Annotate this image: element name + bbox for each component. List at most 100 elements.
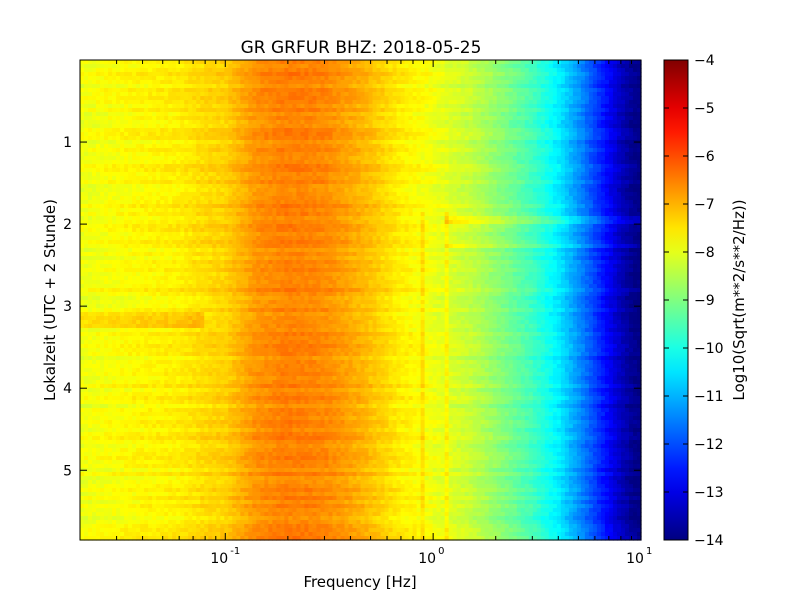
heatmap-cell <box>604 76 610 81</box>
heatmap-cell <box>628 72 634 77</box>
heatmap-cell <box>220 108 225 113</box>
heatmap-cell <box>140 76 145 81</box>
heatmap-cell <box>112 200 117 205</box>
heatmap-cell <box>248 92 253 97</box>
heatmap-cell <box>344 92 350 97</box>
heatmap-cell <box>104 188 109 193</box>
heatmap-cell <box>428 60 434 65</box>
heatmap-cell <box>268 72 273 77</box>
heatmap-cell <box>184 100 189 105</box>
heatmap-cell <box>396 180 402 185</box>
heatmap-cell <box>376 176 382 181</box>
heatmap-cell <box>116 152 121 157</box>
heatmap-cell <box>280 140 285 145</box>
heatmap-cell <box>452 164 458 169</box>
heatmap-cell <box>392 152 398 157</box>
heatmap-cell <box>568 184 574 189</box>
heatmap-cell <box>244 100 249 105</box>
heatmap-cell <box>328 148 334 153</box>
heatmap-cell <box>592 172 598 177</box>
heatmap-cell <box>460 84 466 89</box>
heatmap-cell <box>184 96 189 101</box>
heatmap-cell <box>176 156 181 161</box>
heatmap-cell <box>568 108 574 113</box>
heatmap-cell <box>484 96 490 101</box>
heatmap-cell <box>256 120 261 125</box>
heatmap-cell <box>276 120 281 125</box>
heatmap-cell <box>592 92 598 97</box>
heatmap-cell <box>628 136 634 141</box>
heatmap-cell <box>488 76 494 81</box>
heatmap-cell <box>428 128 434 133</box>
heatmap-cell <box>636 108 642 113</box>
heatmap-cell <box>316 128 322 133</box>
heatmap-cell <box>400 68 406 73</box>
heatmap-cell <box>80 192 85 197</box>
heatmap-cell <box>276 148 281 153</box>
heatmap-cell <box>540 136 546 141</box>
heatmap-cell <box>364 84 370 89</box>
heatmap-cell <box>320 72 326 77</box>
heatmap-cell <box>548 152 554 157</box>
heatmap-cell <box>624 128 630 133</box>
heatmap-cell <box>212 200 217 205</box>
heatmap-cell <box>372 60 378 65</box>
heatmap-cell <box>144 128 149 133</box>
heatmap-cell <box>568 120 574 125</box>
heatmap-cell <box>212 188 217 193</box>
heatmap-cell <box>220 200 225 205</box>
heatmap-cell <box>480 192 486 197</box>
heatmap-cell <box>572 180 578 185</box>
heatmap-cell <box>324 120 330 125</box>
heatmap-cell <box>160 112 165 117</box>
heatmap-cell <box>88 72 93 77</box>
heatmap-cell <box>224 72 229 77</box>
heatmap-cell <box>108 168 113 173</box>
heatmap-cell <box>176 136 181 141</box>
heatmap-cell <box>336 112 342 117</box>
heatmap-cell <box>360 196 366 201</box>
heatmap-cell <box>328 144 334 149</box>
heatmap-cell <box>472 164 478 169</box>
heatmap-cell <box>468 136 474 141</box>
heatmap-cell <box>256 152 261 157</box>
heatmap-cell <box>128 116 133 121</box>
heatmap-cell <box>244 132 249 137</box>
heatmap-cell <box>368 200 374 205</box>
heatmap-cell <box>636 128 642 133</box>
heatmap-cell <box>84 104 89 109</box>
heatmap-cell <box>580 68 586 73</box>
heatmap-cell <box>344 136 350 141</box>
heatmap-cell <box>216 76 221 81</box>
heatmap-cell <box>572 84 578 89</box>
heatmap-cell <box>308 136 314 141</box>
heatmap-cell <box>492 148 498 153</box>
heatmap-cell <box>208 68 213 73</box>
heatmap-cell <box>456 68 462 73</box>
heatmap-cell <box>288 64 293 69</box>
heatmap-cell <box>464 168 470 173</box>
heatmap-cell <box>288 124 293 129</box>
heatmap-cell <box>460 132 466 137</box>
heatmap-cell <box>320 116 326 121</box>
heatmap-cell <box>200 180 205 185</box>
heatmap-cell <box>96 120 101 125</box>
heatmap-cell <box>492 192 498 197</box>
heatmap-cell <box>296 144 301 149</box>
heatmap-cell <box>104 144 109 149</box>
heatmap-cell <box>192 136 197 141</box>
heatmap-cell <box>284 144 289 149</box>
heatmap-cell <box>100 172 105 177</box>
heatmap-cell <box>144 76 149 81</box>
heatmap-cell <box>200 184 205 189</box>
heatmap-cell <box>352 148 358 153</box>
heatmap-cell <box>576 84 582 89</box>
heatmap-cell <box>388 120 394 125</box>
heatmap-cell <box>508 140 514 145</box>
heatmap-cell <box>532 112 538 117</box>
heatmap-cell <box>356 124 362 129</box>
heatmap-cell <box>148 156 153 161</box>
heatmap-cell <box>572 104 578 109</box>
heatmap-cell <box>156 84 161 89</box>
heatmap-cell <box>256 196 261 201</box>
